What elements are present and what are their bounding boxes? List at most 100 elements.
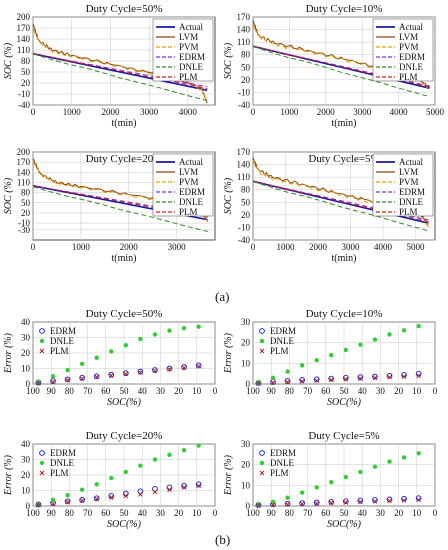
series-line-plm bbox=[252, 180, 429, 223]
point-edrm bbox=[372, 497, 378, 503]
x-tick-label: 80 bbox=[65, 386, 75, 396]
y-tick-label: 140 bbox=[237, 25, 251, 35]
point-dnle bbox=[416, 323, 421, 329]
legend-box bbox=[152, 153, 214, 217]
legend-marker bbox=[259, 338, 265, 344]
x-tick-label: 0 bbox=[433, 508, 438, 518]
y-tick-label: 50 bbox=[241, 62, 251, 72]
x-tick-label: 100 bbox=[246, 386, 260, 396]
point-plm bbox=[372, 499, 378, 504]
point-plm bbox=[285, 379, 290, 385]
y-tick-label: 0 bbox=[246, 379, 251, 389]
legend-label: EDRM bbox=[50, 326, 76, 336]
y-tick-label: 0 bbox=[26, 379, 31, 389]
point-edrm bbox=[108, 493, 115, 499]
point-dnle bbox=[109, 349, 114, 354]
point-edrm bbox=[342, 374, 349, 381]
y-tick-label: -10 bbox=[18, 89, 30, 99]
y-tick-label: 20 bbox=[241, 338, 251, 348]
point-edrm bbox=[313, 499, 320, 506]
chart-title: Duty Cycle=20% bbox=[86, 430, 163, 442]
point-dnle bbox=[343, 474, 349, 480]
point-edrm bbox=[415, 495, 422, 502]
y-tick-label: 140 bbox=[17, 167, 31, 177]
point-edrm bbox=[357, 497, 364, 504]
point-dnle bbox=[372, 464, 378, 469]
point-dnle bbox=[167, 452, 172, 458]
point-edrm bbox=[195, 481, 202, 488]
point-plm bbox=[50, 501, 56, 507]
legend-label: EDRM bbox=[179, 187, 205, 197]
legend-label: PVM bbox=[399, 177, 419, 187]
series-line-dnle bbox=[252, 46, 430, 98]
legend-label: DNLE bbox=[50, 336, 74, 346]
x-tick-label: 3000 bbox=[342, 242, 361, 252]
x-axis-label: t(min) bbox=[332, 253, 357, 264]
y-tick-label: 80 bbox=[21, 188, 31, 198]
point-edrm bbox=[313, 376, 320, 383]
y-axis-label: SOC (%) bbox=[3, 42, 14, 79]
chart-title: Duty Cycle=20% bbox=[86, 153, 163, 165]
point-dnle bbox=[181, 326, 187, 331]
point-plm bbox=[387, 374, 392, 380]
point-plm bbox=[196, 363, 201, 369]
x-tick-label: 20 bbox=[174, 508, 184, 518]
point-plm bbox=[299, 501, 305, 507]
x-tick-label: 30 bbox=[156, 386, 166, 396]
x-tick-label: 80 bbox=[285, 386, 295, 396]
point-dnle bbox=[196, 324, 201, 329]
point-plm bbox=[50, 379, 56, 385]
legend-label: EDRM bbox=[50, 448, 76, 458]
y-tick-label: -40 bbox=[238, 100, 250, 110]
point-plm bbox=[152, 368, 158, 374]
y-tick-label: 30 bbox=[241, 317, 251, 327]
series-line-edrm bbox=[252, 180, 429, 221]
point-dnle bbox=[167, 328, 172, 333]
point-plm bbox=[343, 376, 349, 382]
point-plm bbox=[167, 487, 172, 493]
series-line-plm bbox=[32, 52, 208, 89]
x-axis-label: SOC(%) bbox=[327, 397, 362, 408]
point-plm bbox=[36, 502, 41, 508]
point-edrm bbox=[181, 364, 187, 370]
legend-label: DNLE bbox=[270, 458, 294, 468]
series-line-dnle bbox=[32, 53, 208, 102]
point-dnle bbox=[401, 328, 407, 333]
x-tick-label: 20 bbox=[394, 386, 404, 396]
panel-label-a: (a) bbox=[215, 289, 230, 304]
point-plm bbox=[343, 500, 349, 505]
point-edrm bbox=[299, 500, 306, 507]
x-tick-label: 60 bbox=[101, 386, 111, 396]
x-tick-label: 1000 bbox=[280, 107, 299, 117]
point-dnle bbox=[152, 457, 158, 462]
point-edrm bbox=[357, 374, 364, 381]
x-tick-label: 90 bbox=[267, 386, 277, 396]
x-tick-label: 30 bbox=[156, 508, 166, 518]
point-plm bbox=[123, 371, 129, 377]
point-plm bbox=[79, 376, 85, 381]
point-plm bbox=[256, 503, 261, 508]
point-dnle bbox=[256, 379, 261, 385]
point-plm bbox=[138, 492, 143, 497]
legend-label: PLM bbox=[179, 72, 198, 82]
legend-marker bbox=[39, 348, 45, 354]
point-plm bbox=[152, 489, 158, 495]
point-edrm bbox=[386, 372, 393, 379]
x-tick-label: 70 bbox=[83, 386, 93, 396]
y-axis-label: Error (%) bbox=[223, 454, 234, 496]
legend-box bbox=[152, 18, 214, 82]
legend-label: DNLE bbox=[179, 197, 203, 207]
point-dnle bbox=[50, 497, 56, 502]
point-plm bbox=[401, 498, 407, 503]
x-tick-label: 100 bbox=[26, 508, 40, 518]
y-tick-label: 110 bbox=[17, 45, 31, 55]
point-edrm bbox=[166, 365, 173, 372]
y-axis-label: Error (%) bbox=[3, 332, 14, 374]
point-edrm bbox=[50, 378, 56, 384]
x-tick-label: 5000 bbox=[407, 242, 426, 252]
chart-title: Duty Cycle=10% bbox=[306, 308, 383, 320]
chart-title: Duty Cycle=50% bbox=[86, 3, 163, 15]
point-plm bbox=[36, 380, 41, 386]
legend-label: PVM bbox=[399, 42, 419, 52]
